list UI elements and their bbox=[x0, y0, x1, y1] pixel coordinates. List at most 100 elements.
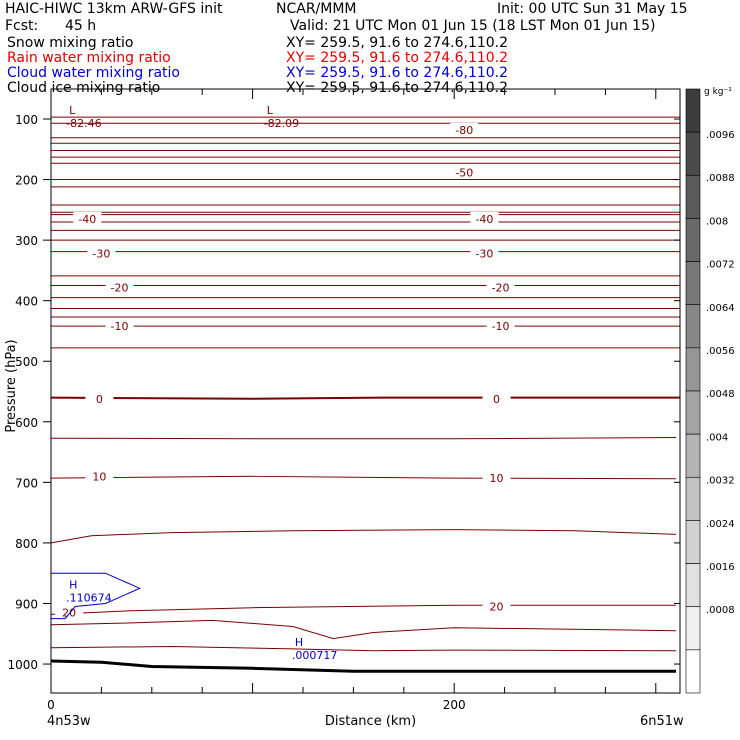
colorbar-tick-label: .0096 bbox=[706, 130, 735, 141]
extremum-type: L bbox=[267, 104, 274, 117]
init-time: Init: 00 UTC Sun 31 May 15 bbox=[497, 1, 688, 17]
colorbar-segment bbox=[685, 433, 701, 478]
colorbar-segment bbox=[685, 563, 701, 608]
contour-label-bg bbox=[450, 165, 479, 179]
extremum-type: L bbox=[69, 104, 76, 117]
contour-label: -10 bbox=[492, 320, 510, 333]
isotherm-line bbox=[50, 619, 677, 640]
colorbar-unit: g kg⁻¹ bbox=[704, 87, 732, 97]
field-xy-rain: XY= 259.5, 91.6 to 274.6,110.2 bbox=[286, 50, 509, 66]
isotherm-zero-line bbox=[50, 396, 680, 400]
field-name-snow: Snow mixing ratio bbox=[7, 35, 134, 51]
contour-label-bg bbox=[87, 246, 116, 260]
contour-label: 0 bbox=[96, 393, 103, 406]
isotherm-line bbox=[50, 475, 677, 480]
field-xy-snow: XY= 259.5, 91.6 to 274.6,110.2 bbox=[286, 35, 509, 51]
contour-label-bg bbox=[470, 211, 499, 225]
x-endpoint-start: 4n53w bbox=[47, 714, 91, 729]
colorbar-segment bbox=[685, 261, 701, 306]
colorbar-segment bbox=[685, 304, 701, 349]
contour-label-bg bbox=[105, 280, 134, 294]
y-tick-label: 600 bbox=[15, 416, 38, 430]
y-tick-label: 1000 bbox=[7, 658, 38, 672]
y-tick-label: 700 bbox=[15, 476, 38, 490]
contour-label-bg bbox=[482, 471, 511, 485]
y-tick-label: 100 bbox=[15, 113, 38, 127]
isotherm-line bbox=[50, 529, 677, 544]
colorbar-tick-label: .0056 bbox=[706, 346, 735, 357]
colorbar-tick-label: .0032 bbox=[706, 476, 735, 487]
colorbar-tick-label: .0072 bbox=[706, 260, 735, 271]
contour-label-bg bbox=[482, 391, 511, 405]
contour-label: -40 bbox=[78, 213, 96, 226]
isotherm-line bbox=[50, 604, 676, 615]
contour-label: 10 bbox=[92, 470, 106, 483]
x-tick-label: 0 bbox=[47, 698, 55, 712]
extremum-value: .000717 bbox=[292, 649, 338, 662]
field-xy-cloudwater: XY= 259.5, 91.6 to 274.6,110.2 bbox=[286, 65, 509, 81]
contour-label-bg bbox=[55, 605, 84, 619]
colorbar-segment bbox=[685, 174, 701, 219]
extremum-type: H bbox=[69, 578, 77, 591]
field-name-cloudwater: Cloud water mixing ratio bbox=[7, 65, 180, 81]
contour-label: -30 bbox=[92, 247, 110, 260]
colorbar-tick-label: .008 bbox=[706, 216, 728, 227]
contour-label-bg bbox=[85, 391, 114, 405]
contour-label: -30 bbox=[475, 247, 493, 260]
contour-label-bg bbox=[482, 599, 511, 613]
contour-label: 0 bbox=[493, 393, 500, 406]
colorbar-segment bbox=[685, 476, 701, 521]
y-tick-label: 400 bbox=[15, 295, 38, 309]
colorbar-tick-label: .0088 bbox=[706, 173, 735, 184]
colorbar-segment bbox=[685, 218, 701, 262]
contour-label: -20 bbox=[492, 281, 510, 294]
fcst-hours: 45 h bbox=[65, 18, 97, 34]
colorbar-tick-label: .0048 bbox=[706, 389, 735, 400]
contour-label-bg bbox=[486, 319, 515, 333]
colorbar-tick-label: .004 bbox=[706, 432, 728, 443]
contour-label: 20 bbox=[490, 601, 504, 614]
extremum-type: H bbox=[295, 636, 303, 649]
y-axis-title: Pressure (hPa) bbox=[4, 339, 19, 432]
colorbar-segment bbox=[685, 606, 701, 651]
producer-label: NCAR/MMM bbox=[276, 1, 357, 17]
isotherm-line bbox=[50, 645, 677, 652]
y-tick-label: 900 bbox=[15, 597, 38, 611]
contour-label-bg bbox=[105, 319, 134, 333]
y-tick-label: 500 bbox=[15, 355, 38, 369]
colorbar-segment bbox=[685, 520, 701, 564]
valid-time: Valid: 21 UTC Mon 01 Jun 15 (18 LST Mon … bbox=[290, 18, 656, 34]
cloud-water-contour bbox=[51, 572, 141, 620]
contour-label-bg bbox=[450, 122, 479, 136]
colorbar-tick-label: .0008 bbox=[706, 605, 735, 616]
y-tick-label: 300 bbox=[15, 234, 38, 248]
terrain-surface-line bbox=[50, 659, 676, 673]
contour-label: -20 bbox=[111, 281, 129, 294]
field-xy-cloudice: XY= 259.5, 91.6 to 274.6,110.2 bbox=[286, 80, 509, 96]
x-endpoint-end: 6n51w bbox=[640, 714, 684, 729]
colorbar-tick-label: .0016 bbox=[706, 562, 735, 573]
fcst-label: Fcst: bbox=[5, 18, 39, 34]
contour-label: 10 bbox=[490, 472, 504, 485]
y-tick-label: 200 bbox=[15, 174, 38, 188]
contour-label: -40 bbox=[475, 213, 493, 226]
contour-label: -10 bbox=[111, 320, 129, 333]
extremum-value: -82.46 bbox=[66, 117, 101, 130]
contour-label-bg bbox=[73, 211, 102, 225]
contour-label-bg bbox=[470, 246, 499, 260]
isotherm-line bbox=[50, 437, 677, 440]
contour-label: -80 bbox=[455, 124, 473, 137]
colorbar-segment bbox=[685, 649, 701, 694]
extremum-value: .110674 bbox=[66, 591, 112, 604]
colorbar-segment bbox=[685, 347, 701, 392]
colorbar-segment bbox=[685, 131, 701, 176]
plot-frame bbox=[50, 88, 681, 694]
field-name-rain: Rain water mixing ratio bbox=[7, 50, 171, 66]
colorbar-tick-label: .0024 bbox=[706, 519, 735, 530]
colorbar-segment bbox=[685, 390, 701, 435]
x-tick-label: 200 bbox=[443, 698, 466, 712]
y-tick-label: 800 bbox=[15, 537, 38, 551]
colorbar-tick-label: .0064 bbox=[706, 303, 735, 314]
colorbar-segment bbox=[685, 88, 701, 133]
